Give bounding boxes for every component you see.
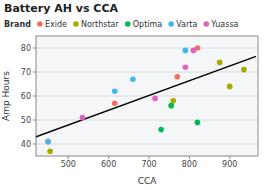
legend-label: Northstar — [81, 20, 120, 29]
grid-line — [36, 144, 258, 145]
legend-label: Optima — [133, 20, 163, 29]
x-tick-label: 900 — [222, 160, 237, 169]
y-tick-label: 40 — [21, 140, 31, 149]
y-tick-label: 70 — [21, 68, 31, 77]
y-axis-label: Amp Hours — [1, 71, 11, 121]
point — [174, 74, 180, 80]
legend-title: Brand — [4, 20, 31, 29]
point — [112, 100, 118, 106]
point — [227, 84, 233, 90]
point — [47, 148, 53, 154]
point — [195, 120, 201, 126]
legend-label: Yuassa — [210, 20, 238, 29]
x-tick-label: 600 — [101, 160, 116, 169]
legend: Brand Exide Northstar Optima Varta Yuassa — [4, 20, 239, 29]
point — [183, 48, 189, 54]
point — [168, 103, 174, 109]
plot-frame — [36, 36, 258, 156]
legend-marker — [125, 21, 131, 27]
y-tick-label: 60 — [21, 92, 31, 101]
marks — [36, 45, 256, 154]
x-tick-label: 700 — [141, 160, 156, 169]
regression-line — [36, 56, 256, 136]
point — [170, 98, 176, 104]
y-tick-label: 50 — [21, 116, 31, 125]
x-tick-label: 800 — [182, 160, 197, 169]
point — [45, 139, 51, 145]
point — [217, 60, 223, 66]
point — [168, 103, 174, 109]
legend-label: Varta — [176, 20, 197, 29]
point — [112, 88, 118, 94]
point — [158, 127, 164, 133]
legend-marker — [203, 21, 209, 27]
y-tick-label: 80 — [21, 44, 31, 53]
point — [152, 96, 158, 102]
point — [80, 115, 86, 121]
x-axis-label: CCA — [138, 176, 158, 186]
chart: 40 50 60 70 80 500 600 700 800 900 Battery AH vs C… — [0, 0, 266, 190]
grid-line — [36, 48, 258, 49]
point — [45, 139, 51, 145]
title: Battery AH vs CCA — [4, 2, 118, 15]
point — [183, 64, 189, 70]
legend-marker — [37, 21, 43, 27]
plot-area — [36, 36, 258, 156]
legend-marker — [168, 21, 174, 27]
legend-marker — [73, 21, 79, 27]
point — [241, 67, 247, 73]
point — [130, 76, 136, 82]
point — [191, 48, 197, 54]
legend-label: Exide — [45, 20, 67, 29]
x-tick-label: 500 — [61, 160, 76, 169]
grid-line — [36, 120, 258, 121]
grid-line — [36, 72, 258, 73]
